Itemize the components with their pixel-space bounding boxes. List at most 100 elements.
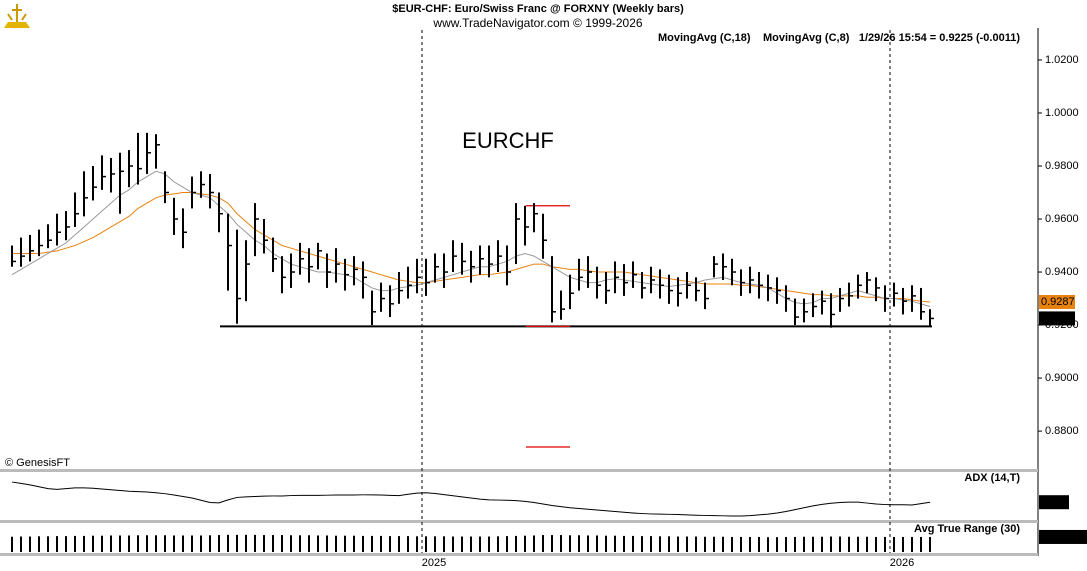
y-tick-label: 0.9600	[1045, 213, 1079, 225]
y-tick-label: 1.0000	[1045, 107, 1079, 119]
indicator-bar	[857, 536, 859, 552]
indicator-bar	[407, 536, 409, 552]
indicator-bar	[155, 535, 157, 552]
indicator-bar	[704, 536, 706, 552]
indicator-bar	[65, 536, 67, 552]
indicator-bar	[200, 535, 202, 552]
indicator-bar	[335, 535, 337, 552]
indicator-bar	[839, 536, 841, 552]
indicator-bar	[677, 536, 679, 552]
indicator-bar	[731, 536, 733, 552]
indicator-bar	[929, 536, 931, 552]
indicator-bar	[551, 535, 553, 552]
y-tick-label: 1.0200	[1045, 54, 1079, 66]
indicator-bar	[137, 535, 139, 552]
panel-title: Avg True Range (30)	[914, 523, 1020, 535]
indicator-bar	[461, 536, 463, 552]
indicator-bar	[209, 535, 211, 552]
last-value-label: 0.9225	[1041, 312, 1075, 324]
indicator-bar	[218, 535, 220, 552]
value-box	[1039, 294, 1075, 309]
panel-divider	[0, 469, 1038, 472]
indicator-bar	[470, 536, 472, 552]
indicator-bar	[713, 536, 715, 552]
indicator-bar	[578, 535, 580, 552]
indicator-bar	[587, 535, 589, 552]
value-box	[1039, 311, 1075, 326]
credit: © GenesisFT	[5, 457, 70, 469]
indicator-bar	[533, 535, 535, 552]
indicator-bar	[299, 535, 301, 552]
indicator-bar	[911, 536, 913, 552]
indicator-bar	[20, 536, 22, 552]
indicator-bar	[632, 535, 634, 552]
indicator-bar	[623, 535, 625, 552]
legend-entry: MovingAvg (C,18)	[658, 32, 751, 44]
indicator-bar	[740, 536, 742, 552]
indicator-bar	[272, 535, 274, 552]
indicator-bar	[263, 535, 265, 552]
last-value-label: 16.96	[1041, 496, 1069, 508]
quote-info: 1/29/26 15:54 = 0.9225 (-0.0011)	[859, 32, 1020, 44]
indicator-bar	[785, 536, 787, 552]
indicator-bar	[596, 535, 598, 552]
indicator-bar	[821, 536, 823, 552]
x-tick-label: 2026	[890, 557, 914, 569]
indicator-bar	[47, 536, 49, 552]
indicator-bar	[722, 536, 724, 552]
indicator-bar	[443, 536, 445, 552]
chart-subtitle: www.TradeNavigator.com © 1999-2026	[432, 16, 642, 30]
indicator-bar	[560, 535, 562, 552]
indicator-bar	[812, 536, 814, 552]
indicator-bar	[776, 537, 778, 552]
value-box	[1039, 495, 1069, 510]
indicator-bar	[308, 535, 310, 552]
indicator-bar	[830, 536, 832, 552]
indicator-bar	[803, 536, 805, 552]
chart-title: $EUR-CHF: Euro/Swiss Franc @ FORXNY (Wee…	[392, 3, 684, 15]
indicator-bar	[83, 535, 85, 552]
indicator-bar	[416, 536, 418, 552]
y-tick-label: 0.9400	[1045, 266, 1079, 278]
indicator-bar	[920, 536, 922, 552]
last-value-label: 0.9287	[1041, 296, 1075, 308]
indicator-bar	[254, 534, 256, 552]
indicator-bar	[515, 535, 517, 552]
panel-title: ADX (14,T)	[964, 472, 1020, 484]
logo	[4, 4, 30, 28]
indicator-bar	[236, 534, 238, 552]
indicator-bar	[11, 536, 13, 552]
indicator-bar	[875, 536, 877, 552]
indicator-bar	[326, 535, 328, 552]
indicator-bar	[182, 535, 184, 552]
indicator-bar	[290, 535, 292, 552]
indicator-bar	[74, 535, 76, 552]
annotation: EURCHF	[462, 128, 554, 153]
indicator-bar	[317, 535, 319, 552]
indicator-bar	[641, 536, 643, 552]
x-tick-label: 2025	[422, 557, 446, 569]
indicator-bar	[245, 534, 247, 552]
indicator-bar	[38, 536, 40, 552]
indicator-bar	[542, 535, 544, 552]
indicator-bar	[695, 536, 697, 552]
indicator-bar	[848, 536, 850, 552]
indicator-bar	[884, 536, 886, 552]
indicator-bar	[146, 535, 148, 552]
indicator-bar	[497, 536, 499, 552]
indicator-bar	[389, 536, 391, 552]
indicator-bar	[767, 537, 769, 552]
indicator-bar	[128, 535, 130, 552]
y-tick-label: 0.8800	[1045, 425, 1079, 437]
indicator-bar	[524, 535, 526, 552]
indicator-bar	[362, 535, 364, 552]
indicator-bar	[29, 536, 31, 552]
indicator-bar	[488, 536, 490, 552]
indicator-bar	[758, 536, 760, 552]
indicator-bar	[452, 536, 454, 552]
indicator-bar	[227, 534, 229, 552]
indicator-bar	[794, 536, 796, 552]
indicator-bar	[605, 535, 607, 552]
